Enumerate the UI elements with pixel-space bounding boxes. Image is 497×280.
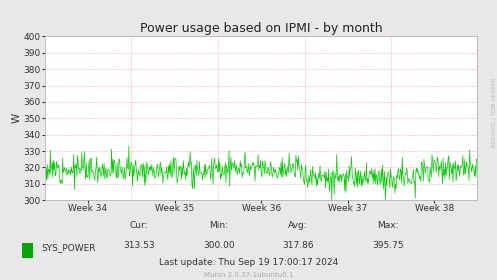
Text: 317.86: 317.86: [282, 241, 314, 250]
Y-axis label: W: W: [12, 113, 22, 123]
Text: 313.53: 313.53: [123, 241, 155, 250]
Text: 300.00: 300.00: [203, 241, 235, 250]
Text: 395.75: 395.75: [372, 241, 404, 250]
Text: Min:: Min:: [209, 221, 228, 230]
Text: Avg:: Avg:: [288, 221, 308, 230]
Text: Munin 2.0.37-1ubuntu0.1: Munin 2.0.37-1ubuntu0.1: [204, 272, 293, 278]
Text: Max:: Max:: [377, 221, 399, 230]
Text: Last update: Thu Sep 19 17:00:17 2024: Last update: Thu Sep 19 17:00:17 2024: [159, 258, 338, 267]
Text: Cur:: Cur:: [130, 221, 149, 230]
Title: Power usage based on IPMI - by month: Power usage based on IPMI - by month: [140, 22, 382, 35]
Text: RRDTOOL / TOBI OETIKER: RRDTOOL / TOBI OETIKER: [491, 77, 496, 147]
Text: SYS_POWER: SYS_POWER: [41, 243, 96, 252]
